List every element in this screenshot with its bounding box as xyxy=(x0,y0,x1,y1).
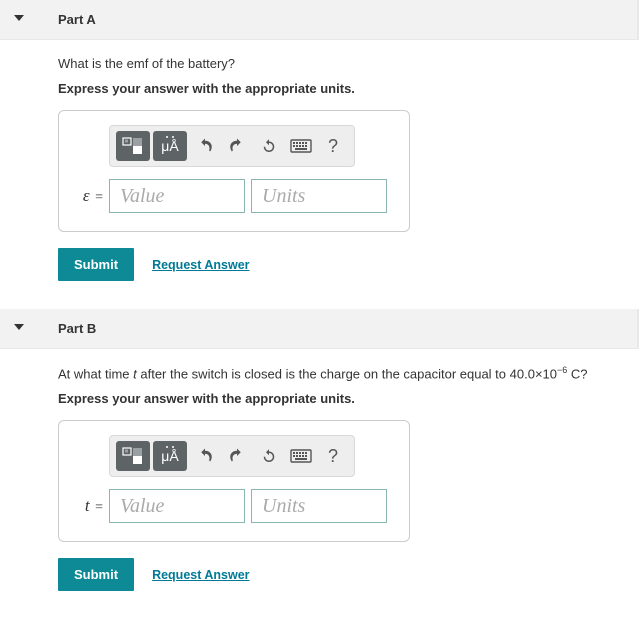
submit-button[interactable]: Submit xyxy=(58,558,134,591)
toolbar: μÅ ? xyxy=(109,435,355,477)
value-input[interactable] xyxy=(109,179,245,213)
help-icon[interactable]: ? xyxy=(318,441,348,471)
answer-box: μÅ ? t = xyxy=(58,420,410,542)
variable-label: t = xyxy=(73,496,103,516)
collapse-caret-icon xyxy=(14,324,24,330)
part-title: Part A xyxy=(58,12,96,27)
templates-icon[interactable] xyxy=(116,441,150,471)
toolbar: μÅ ? xyxy=(109,125,355,167)
keyboard-icon[interactable] xyxy=(286,131,316,161)
request-answer-link[interactable]: Request Answer xyxy=(152,258,249,272)
part-title: Part B xyxy=(58,321,96,336)
units-label: μÅ xyxy=(161,448,178,464)
part-body: What is the emf of the battery? Express … xyxy=(0,40,639,291)
input-row: ε = xyxy=(73,179,395,213)
instruction-text: Express your answer with the appropriate… xyxy=(58,81,639,96)
instruction-text: Express your answer with the appropriate… xyxy=(58,391,639,406)
redo-icon[interactable] xyxy=(222,441,252,471)
collapse-caret-icon xyxy=(14,15,24,21)
part-body: At what time t after the switch is close… xyxy=(0,349,639,601)
units-input[interactable] xyxy=(251,179,387,213)
input-row: t = xyxy=(73,489,395,523)
units-icon[interactable]: μÅ xyxy=(153,131,187,161)
part-a: Part A What is the emf of the battery? E… xyxy=(0,0,639,291)
units-icon[interactable]: μÅ xyxy=(153,441,187,471)
part-header[interactable]: Part B xyxy=(0,309,639,349)
answer-box: μÅ ? ε = xyxy=(58,110,410,232)
request-answer-link[interactable]: Request Answer xyxy=(152,568,249,582)
help-icon[interactable]: ? xyxy=(318,131,348,161)
question-text: At what time t after the switch is close… xyxy=(58,365,639,381)
reset-icon[interactable] xyxy=(254,441,284,471)
actions-row: Submit Request Answer xyxy=(58,248,639,281)
reset-icon[interactable] xyxy=(254,131,284,161)
value-input[interactable] xyxy=(109,489,245,523)
actions-row: Submit Request Answer xyxy=(58,558,639,591)
keyboard-icon[interactable] xyxy=(286,441,316,471)
units-input[interactable] xyxy=(251,489,387,523)
templates-icon[interactable] xyxy=(116,131,150,161)
question-text: What is the emf of the battery? xyxy=(58,56,639,71)
units-label: μÅ xyxy=(161,138,178,154)
undo-icon[interactable] xyxy=(190,131,220,161)
variable-label: ε = xyxy=(73,186,103,206)
part-b: Part B At what time t after the switch i… xyxy=(0,309,639,601)
redo-icon[interactable] xyxy=(222,131,252,161)
part-header[interactable]: Part A xyxy=(0,0,639,40)
submit-button[interactable]: Submit xyxy=(58,248,134,281)
undo-icon[interactable] xyxy=(190,441,220,471)
